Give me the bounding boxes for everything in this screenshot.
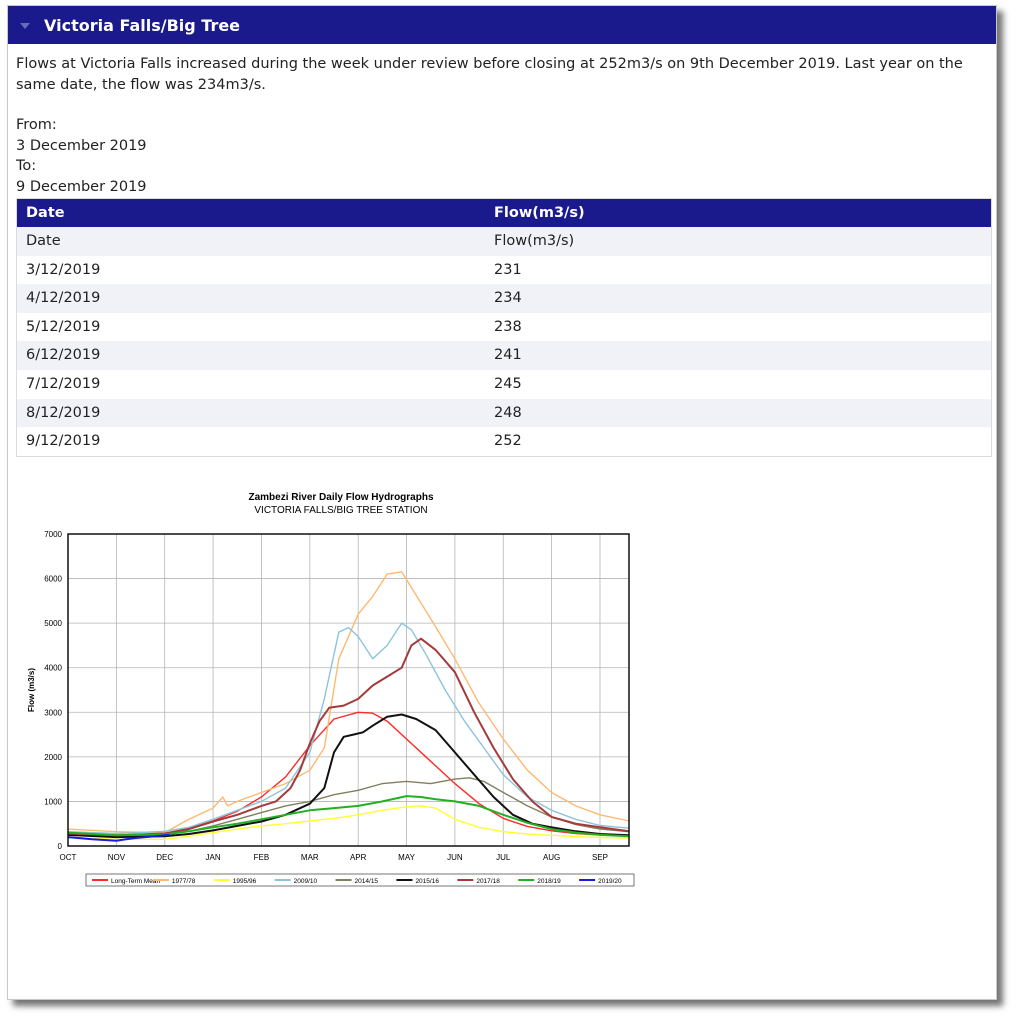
x-tick-label: OCT	[60, 853, 77, 862]
hydrograph-svg: Zambezi River Daily Flow Hydrographs VIC…	[27, 492, 635, 887]
y-tick-label: 4000	[44, 664, 62, 673]
series-line	[67, 833, 170, 842]
cell-date: 9/12/2019	[16, 427, 485, 457]
panel-title: Victoria Falls/Big Tree	[44, 15, 241, 35]
legend-label: 2015/16	[415, 878, 439, 885]
x-tick-label: SEP	[592, 853, 608, 862]
legend-label: 2018/19	[537, 878, 561, 885]
intro-text: Flows at Victoria Falls increased during…	[16, 56, 963, 93]
y-tick-label: 0	[58, 842, 63, 851]
series-line	[67, 622, 630, 835]
x-tick-label: FEB	[254, 853, 270, 862]
x-tick-label: JUN	[447, 853, 463, 862]
hydrograph-chart: Zambezi River Daily Flow Hydrographs VIC…	[14, 480, 644, 895]
panel-header[interactable]: Victoria Falls/Big Tree	[8, 6, 996, 44]
x-tick-label: AUG	[543, 853, 560, 862]
table-row: 5/12/2019 238	[16, 312, 992, 342]
cell-date: Date	[16, 227, 485, 256]
legend-label: 2019/20	[598, 878, 622, 885]
cell-date: 7/12/2019	[16, 369, 485, 399]
from-label: From:	[16, 117, 57, 133]
date-range: From: 3 December 2019 To: 9 December 201…	[16, 115, 988, 197]
chart-grid	[68, 534, 629, 846]
y-tick-label: 2000	[44, 753, 62, 762]
y-axis-label: Flow (m3/s)	[27, 668, 36, 712]
caret-down-icon[interactable]	[20, 23, 30, 29]
chart-series	[67, 571, 630, 842]
y-tick-label: 3000	[44, 708, 62, 717]
series-line	[67, 637, 630, 837]
legend-label: Long-Term Mean	[111, 878, 161, 885]
cell-date: 4/12/2019	[16, 284, 485, 313]
series-line	[67, 571, 630, 834]
y-tick-label: 1000	[44, 797, 62, 806]
x-tick-label: DEC	[156, 853, 173, 862]
legend-box	[85, 873, 635, 887]
chart-title: Zambezi River Daily Flow Hydrographs	[248, 492, 433, 503]
legend-label: 1977/78	[172, 878, 196, 885]
legend-label: 2009/10	[294, 878, 318, 885]
y-tick-label: 5000	[44, 619, 62, 628]
legend-label: 1995/96	[233, 878, 257, 885]
cell-flow: 245	[485, 369, 992, 399]
cell-date: 5/12/2019	[16, 312, 485, 342]
series-line	[67, 713, 630, 839]
cell-flow: 248	[485, 398, 992, 428]
table-row: 8/12/2019 248	[16, 398, 992, 428]
legend-label: 2017/18	[476, 878, 500, 885]
table-header-row: Date Flow(m3/s)	[16, 198, 992, 227]
cell-date: 3/12/2019	[16, 255, 485, 285]
series-line	[67, 805, 630, 840]
table-row: 9/12/2019 252	[16, 427, 992, 457]
cell-flow: 252	[485, 427, 992, 457]
table-row: 3/12/2019 231	[16, 255, 992, 285]
cell-flow: 234	[485, 284, 992, 313]
cell-flow: 238	[485, 312, 992, 342]
from-date: 3 December 2019	[16, 137, 147, 154]
table-row: 4/12/2019 234	[16, 284, 992, 313]
to-date: 9 December 2019	[16, 178, 147, 195]
y-ticks: 0 1000 2000 3000 4000 5000 6000 7000	[44, 530, 62, 851]
x-tick-label: JUL	[496, 853, 511, 862]
table-row: 7/12/2019 245	[16, 369, 992, 399]
x-ticks: OCT NOV DEC JAN FEB MAR APR MAY JUN JUL AUG SEP	[60, 853, 608, 862]
cell-date: 8/12/2019	[16, 398, 485, 428]
x-tick-label: NOV	[108, 853, 126, 862]
x-tick-label: JAN	[206, 853, 221, 862]
panel-content: Flows at Victoria Falls increased during…	[8, 44, 996, 457]
cell-flow: Flow(m3/s)	[485, 227, 992, 256]
flow-table: Date Flow(m3/s) Date Flow(m3/s) 3/12/2019…	[16, 198, 992, 457]
table-row: 6/12/2019 241	[16, 341, 992, 370]
table-row: Date Flow(m3/s)	[16, 227, 992, 256]
x-tick-label: APR	[350, 853, 367, 862]
column-header-date: Date	[16, 198, 485, 227]
x-tick-label: MAR	[301, 853, 319, 862]
x-tick-label: MAY	[398, 853, 415, 862]
cell-date: 6/12/2019	[16, 341, 485, 370]
y-tick-label: 7000	[44, 530, 62, 539]
chart-subtitle: VICTORIA FALLS/BIG TREE STATION	[254, 505, 427, 516]
y-tick-label: 6000	[44, 575, 62, 584]
to-label: To:	[16, 158, 37, 174]
cell-flow: 231	[485, 255, 992, 285]
plot-frame	[67, 533, 630, 847]
legend-label: 2014/15	[355, 878, 379, 885]
series-line	[67, 711, 630, 837]
column-header-flow: Flow(m3/s)	[485, 198, 992, 227]
chart-legend: Long-Term Mean 1977/78 1995/96 2009/10 2014/…	[85, 873, 635, 887]
series-line	[67, 795, 630, 838]
cell-flow: 241	[485, 341, 992, 370]
